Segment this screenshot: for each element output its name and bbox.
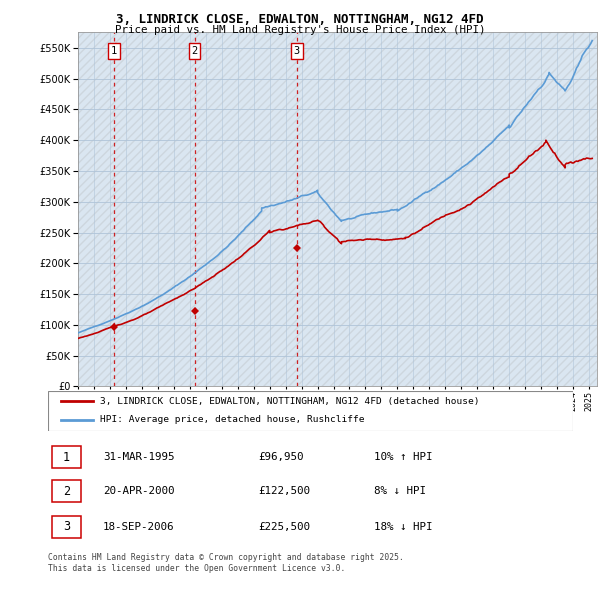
Text: £225,500: £225,500	[258, 522, 310, 532]
FancyBboxPatch shape	[52, 446, 81, 468]
Text: HPI: Average price, detached house, Rushcliffe: HPI: Average price, detached house, Rush…	[101, 415, 365, 424]
Text: 2: 2	[191, 46, 198, 56]
Text: 2: 2	[63, 485, 70, 498]
Text: 1: 1	[111, 46, 117, 56]
Text: £122,500: £122,500	[258, 486, 310, 496]
Text: 10% ↑ HPI: 10% ↑ HPI	[373, 452, 432, 462]
Text: 8% ↓ HPI: 8% ↓ HPI	[373, 486, 425, 496]
Text: 3: 3	[63, 520, 70, 533]
Text: 3, LINDRICK CLOSE, EDWALTON, NOTTINGHAM, NG12 4FD (detached house): 3, LINDRICK CLOSE, EDWALTON, NOTTINGHAM,…	[101, 397, 480, 406]
Text: 18% ↓ HPI: 18% ↓ HPI	[373, 522, 432, 532]
Text: £96,950: £96,950	[258, 452, 304, 462]
Text: 31-MAR-1995: 31-MAR-1995	[103, 452, 175, 462]
Text: 20-APR-2000: 20-APR-2000	[103, 486, 175, 496]
FancyBboxPatch shape	[52, 480, 81, 503]
FancyBboxPatch shape	[52, 516, 81, 538]
Text: Contains HM Land Registry data © Crown copyright and database right 2025.
This d: Contains HM Land Registry data © Crown c…	[48, 553, 404, 573]
FancyBboxPatch shape	[48, 391, 573, 431]
Text: 3: 3	[294, 46, 300, 56]
Text: Price paid vs. HM Land Registry's House Price Index (HPI): Price paid vs. HM Land Registry's House …	[115, 25, 485, 35]
Text: 18-SEP-2006: 18-SEP-2006	[103, 522, 175, 532]
Text: 3, LINDRICK CLOSE, EDWALTON, NOTTINGHAM, NG12 4FD: 3, LINDRICK CLOSE, EDWALTON, NOTTINGHAM,…	[116, 13, 484, 26]
Text: 1: 1	[63, 451, 70, 464]
